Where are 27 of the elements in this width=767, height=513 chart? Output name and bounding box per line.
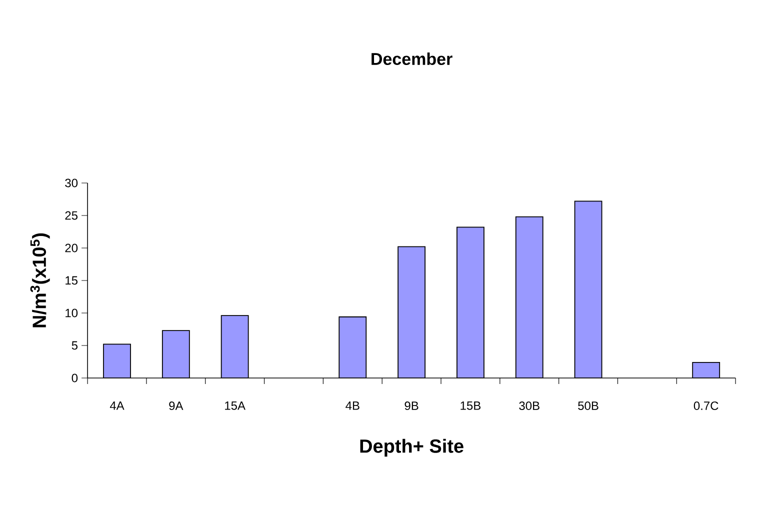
bar [220,315,249,378]
bar [398,246,426,378]
chart-title: December [372,52,452,66]
x-tick-label: 50B [578,402,598,410]
x-tick-label: 4B [346,402,360,410]
y-tick-label: 0 [72,374,78,382]
y-tick-label: 25 [65,211,78,220]
x-axis-title: Depth+ Site [360,438,464,457]
bar [515,216,544,378]
bar [103,344,131,378]
bar [338,316,367,378]
y-tick-label: 10 [66,308,78,318]
x-tick-label: 9A [169,402,184,410]
x-tick-label: 15B [460,402,480,410]
x-tick-label: 15A [225,402,246,410]
bar [162,330,190,378]
x-tick-label: 4A [110,402,124,410]
x-tick-label: 0.7C [694,402,718,410]
y-tick-label: 5 [72,341,78,350]
y-tick-label: 15 [66,276,78,285]
bar [456,226,484,378]
y-axis-title: N/m$^{3}$(x10$^{5}$) [30,233,50,328]
y-tick-label: 20 [65,244,78,252]
bar [574,200,602,378]
x-tick-label: 30B [519,402,540,410]
y-tick-label: 30 [65,178,78,188]
x-tick-label: 9B [404,402,418,410]
